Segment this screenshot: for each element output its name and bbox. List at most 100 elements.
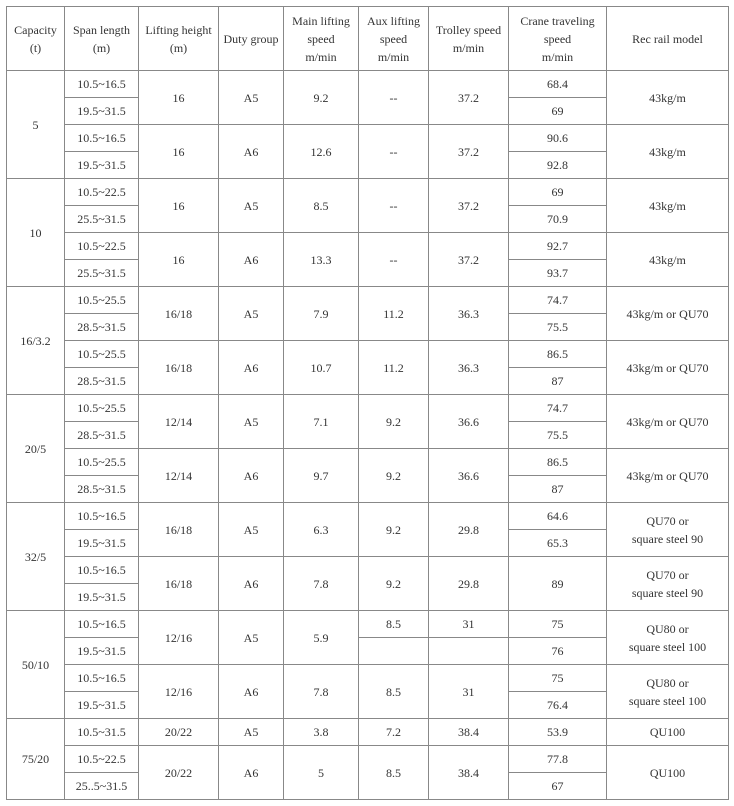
- cell-span: 19.5~31.5: [65, 584, 139, 611]
- table-row: 16/3.210.5~25.516/18A57.911.236.374.743k…: [7, 287, 729, 314]
- table-row: 20/510.5~25.512/14A57.19.236.674.743kg/m…: [7, 395, 729, 422]
- cell-duty: A6: [219, 557, 284, 611]
- cell-span: 10.5~16.5: [65, 125, 139, 152]
- cell-aux-spd: --: [359, 233, 429, 287]
- cell-duty: A5: [219, 719, 284, 746]
- cell-aux-spd: 9.2: [359, 503, 429, 557]
- cell-span: 10.5~25.5: [65, 395, 139, 422]
- cell-main-spd: 9.7: [284, 449, 359, 503]
- cell-main-spd: 9.2: [284, 71, 359, 125]
- table-row: 75/2010.5~31.520/22A53.87.238.453.9QU100: [7, 719, 729, 746]
- col-main-spd: Main liftingspeedm/min: [284, 7, 359, 71]
- cell-crane-spd: 86.5: [509, 341, 607, 368]
- cell-trolley-spd: 29.8: [429, 503, 509, 557]
- cell-span: 10.5~22.5: [65, 179, 139, 206]
- cell-rail: 43kg/m: [607, 125, 729, 179]
- cell-trolley-spd: 36.3: [429, 287, 509, 341]
- cell-lifting-h: 16: [139, 179, 219, 233]
- crane-spec-table: Capacity(t) Span length(m) Lifting heigh…: [6, 6, 729, 800]
- cell-span: 28.5~31.5: [65, 476, 139, 503]
- cell-span: 25..5~31.5: [65, 773, 139, 800]
- cell-crane-spd: 92.8: [509, 152, 607, 179]
- cell-duty: A6: [219, 665, 284, 719]
- cell-crane-spd: 69: [509, 98, 607, 125]
- cell-rail: 43kg/m or QU70: [607, 341, 729, 395]
- cell-crane-spd: 74.7: [509, 395, 607, 422]
- table-row: 10.5~25.512/14A69.79.236.686.543kg/m or …: [7, 449, 729, 476]
- cell-rail: QU100: [607, 746, 729, 800]
- cell-crane-spd: 87: [509, 368, 607, 395]
- cell-span: 19.5~31.5: [65, 98, 139, 125]
- cell-rail: QU80 orsquare steel 100: [607, 665, 729, 719]
- cell-span: 10.5~25.5: [65, 449, 139, 476]
- cell-duty: A6: [219, 449, 284, 503]
- cell-crane-spd: 64.6: [509, 503, 607, 530]
- table-row: 32/510.5~16.516/18A56.39.229.864.6QU70 o…: [7, 503, 729, 530]
- cell-trolley-spd: 37.2: [429, 179, 509, 233]
- cell-lifting-h: 16/18: [139, 503, 219, 557]
- table-row: 10.5~22.520/22A658.538.477.8QU100: [7, 746, 729, 773]
- cell-crane-spd: 76: [509, 638, 607, 665]
- cell-crane-spd: 76.4: [509, 692, 607, 719]
- cell-main-spd: 5.9: [284, 611, 359, 665]
- cell-rail: 43kg/m: [607, 179, 729, 233]
- cell-crane-spd: 77.8: [509, 746, 607, 773]
- cell-span: 19.5~31.5: [65, 638, 139, 665]
- cell-crane-spd: 75: [509, 665, 607, 692]
- cell-aux-spd: 11.2: [359, 287, 429, 341]
- cell-span: 10.5~25.5: [65, 341, 139, 368]
- cell-rail: 43kg/m or QU70: [607, 395, 729, 449]
- header-row: Capacity(t) Span length(m) Lifting heigh…: [7, 7, 729, 71]
- cell-rail: 43kg/m: [607, 233, 729, 287]
- cell-rail: 43kg/m or QU70: [607, 449, 729, 503]
- cell-main-spd: 12.6: [284, 125, 359, 179]
- cell-lifting-h: 16/18: [139, 287, 219, 341]
- cell-capacity: 75/20: [7, 719, 65, 800]
- cell-crane-spd: 75: [509, 611, 607, 638]
- cell-trolley-spd: 36.6: [429, 395, 509, 449]
- cell-main-spd: 5: [284, 746, 359, 800]
- table-row: 10.5~22.516A613.3--37.292.743kg/m: [7, 233, 729, 260]
- cell-duty: A5: [219, 395, 284, 449]
- col-rail: Rec rail model: [607, 7, 729, 71]
- cell-span: 10.5~25.5: [65, 287, 139, 314]
- cell-main-spd: 7.8: [284, 557, 359, 611]
- cell-lifting-h: 16: [139, 125, 219, 179]
- cell-aux-spd: 9.2: [359, 557, 429, 611]
- cell-span: 10.5~16.5: [65, 611, 139, 638]
- cell-duty: A5: [219, 287, 284, 341]
- cell-span: 25.5~31.5: [65, 260, 139, 287]
- cell-crane-spd: 86.5: [509, 449, 607, 476]
- cell-duty: A5: [219, 179, 284, 233]
- cell-span: 28.5~31.5: [65, 422, 139, 449]
- cell-aux-spd: --: [359, 125, 429, 179]
- cell-span: 10.5~22.5: [65, 233, 139, 260]
- cell-crane-spd: 68.4: [509, 71, 607, 98]
- cell-duty: A6: [219, 125, 284, 179]
- cell-duty: A6: [219, 341, 284, 395]
- cell-lifting-h: 16/18: [139, 341, 219, 395]
- cell-aux-spd: 8.5: [359, 665, 429, 719]
- cell-capacity: 20/5: [7, 395, 65, 503]
- cell-crane-spd: 92.7: [509, 233, 607, 260]
- cell-crane-spd: 75.5: [509, 314, 607, 341]
- col-span: Span length(m): [65, 7, 139, 71]
- cell-trolley-spd: 38.4: [429, 719, 509, 746]
- cell-lifting-h: 12/16: [139, 611, 219, 665]
- cell-trolley-spd: 31: [429, 665, 509, 719]
- cell-rail: 43kg/m or QU70: [607, 287, 729, 341]
- cell-duty: A6: [219, 233, 284, 287]
- cell-main-spd: 7.8: [284, 665, 359, 719]
- cell-span: 10.5~16.5: [65, 71, 139, 98]
- cell-lifting-h: 16/18: [139, 557, 219, 611]
- col-duty: Duty group: [219, 7, 284, 71]
- col-trolley-spd: Trolley speedm/min: [429, 7, 509, 71]
- cell-aux-spd: 7.2: [359, 719, 429, 746]
- cell-trolley-spd: [429, 638, 509, 665]
- cell-rail: QU80 orsquare steel 100: [607, 611, 729, 665]
- cell-crane-spd: 90.6: [509, 125, 607, 152]
- col-capacity: Capacity(t): [7, 7, 65, 71]
- cell-lifting-h: 16: [139, 233, 219, 287]
- cell-crane-spd: 89: [509, 557, 607, 611]
- cell-capacity: 10: [7, 179, 65, 287]
